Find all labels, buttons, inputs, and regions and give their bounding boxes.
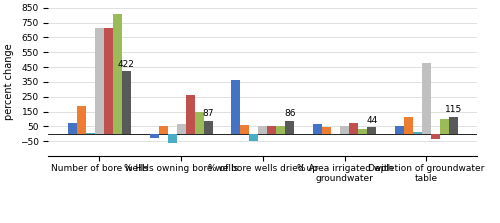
Bar: [440, 119, 449, 134]
Bar: [95, 29, 104, 134]
Bar: [194, 112, 203, 134]
Bar: [286, 121, 294, 134]
Bar: [431, 134, 440, 139]
Bar: [258, 126, 268, 134]
Bar: [240, 125, 250, 134]
Text: 86: 86: [284, 109, 296, 118]
Bar: [340, 126, 349, 134]
Bar: [367, 127, 376, 134]
Bar: [158, 126, 168, 134]
Bar: [349, 123, 358, 134]
Bar: [422, 63, 431, 134]
Y-axis label: percent change: percent change: [4, 43, 14, 120]
Text: 87: 87: [202, 109, 214, 118]
Bar: [168, 134, 176, 143]
Bar: [395, 126, 404, 134]
Bar: [86, 133, 95, 134]
Bar: [313, 124, 322, 134]
Bar: [77, 106, 86, 134]
Bar: [104, 29, 113, 134]
Bar: [404, 117, 413, 134]
Bar: [113, 14, 122, 134]
Bar: [276, 126, 285, 134]
Bar: [204, 121, 212, 134]
Bar: [413, 132, 422, 134]
Text: 44: 44: [366, 116, 378, 125]
Bar: [122, 71, 131, 134]
Bar: [250, 134, 258, 141]
Bar: [232, 80, 240, 134]
Bar: [322, 127, 331, 134]
Bar: [358, 129, 367, 134]
Bar: [68, 123, 77, 134]
Text: 115: 115: [445, 105, 462, 114]
Bar: [449, 117, 458, 134]
Bar: [268, 126, 276, 134]
Bar: [186, 95, 194, 134]
Bar: [150, 134, 158, 138]
Bar: [176, 124, 186, 134]
Text: 422: 422: [118, 60, 135, 68]
